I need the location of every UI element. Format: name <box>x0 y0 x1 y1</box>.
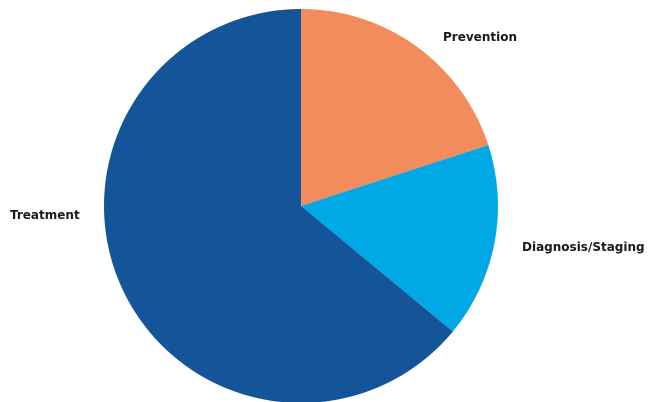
slice-label-prevention: Prevention <box>443 30 517 44</box>
pie-slices <box>104 9 499 402</box>
pie-labels: Prevention Diagnosis/Staging Treatment <box>10 30 645 254</box>
slice-label-diagnosis-staging: Diagnosis/Staging <box>522 240 645 254</box>
pie-slice-diagnosis-staging <box>301 145 499 332</box>
pie-slice-treatment <box>104 9 453 402</box>
pie-slice-prevention <box>301 9 489 206</box>
slice-label-treatment: Treatment <box>10 208 80 222</box>
